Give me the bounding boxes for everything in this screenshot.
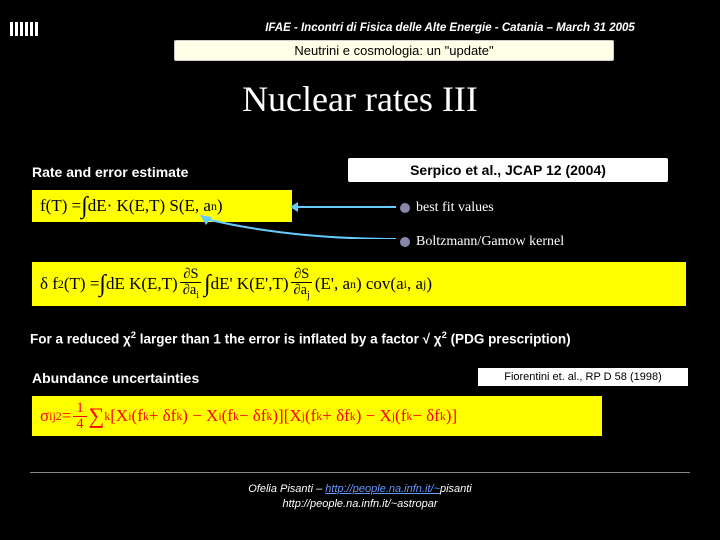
footer-line2: http://people.na.infn.it/~astropar xyxy=(282,498,437,510)
footer-link[interactable]: http://people.na.infn.it/~ xyxy=(325,483,440,495)
footer-author: Ofelia Pisanti – xyxy=(248,483,325,495)
equation-error: δ f2(T) = ∫dE K(E,T) ∂S∂ai ∫dE' K(E',T) … xyxy=(32,262,686,306)
rate-estimate-label: Rate and error estimate xyxy=(32,164,188,180)
arrow-to-bfv xyxy=(296,206,396,208)
fiorentini-reference: Fiorentini et. al., RP D 58 (1998) xyxy=(478,368,688,386)
chi-squared-note: For a reduced χ2 larger than 1 the error… xyxy=(30,330,571,347)
bullet-best-fit: best fit values xyxy=(400,200,494,216)
conference-header: IFAE - Incontri di Fisica delle Alte Ene… xyxy=(0,22,720,34)
arrow-to-bgk xyxy=(200,215,396,239)
subtitle-box: Neutrini e cosmologia: un "update" xyxy=(174,40,614,61)
footer-divider xyxy=(30,472,690,473)
footer: Ofelia Pisanti – http://people.na.infn.i… xyxy=(0,482,720,512)
bullet-boltzmann: Boltzmann/Gamow kernel xyxy=(400,234,564,250)
equation-sigma: σij2 = 14 ∑k [Xi(fk + δfk) − Xi(fk − δfk… xyxy=(32,396,602,436)
abundance-label: Abundance uncertainties xyxy=(32,370,199,386)
slide-title: Nuclear rates III xyxy=(0,78,720,120)
serpico-reference: Serpico et al., JCAP 12 (2004) xyxy=(348,158,668,182)
